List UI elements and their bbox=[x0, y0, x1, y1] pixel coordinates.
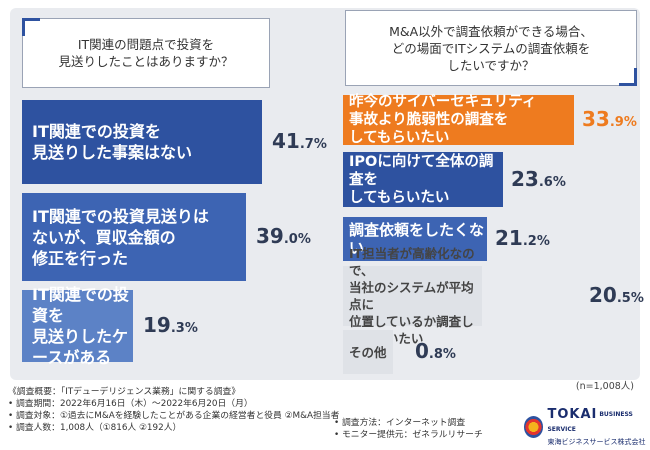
survey-method: • 調査方法：インターネット調査 • モニター提供元：ゼネラルリサーチ bbox=[334, 417, 483, 441]
bar: その他 bbox=[343, 330, 393, 374]
bar-label: 昨今のサイバーセキュリティ 事故より脆弱性の調査を してもらいたい bbox=[349, 94, 537, 146]
percent-label: 39.0% bbox=[256, 224, 311, 248]
bar: IT関連での投資を 見送りしたケースがある bbox=[22, 285, 133, 367]
bar: 調査依頼をしたくない bbox=[343, 217, 487, 261]
bar-label: IT関連での投資を 見送りしたケースがある bbox=[32, 285, 129, 367]
logo-mark-icon bbox=[524, 416, 544, 438]
logo-name: TOKAI bbox=[547, 407, 598, 422]
percent-decimal: .7% bbox=[299, 137, 327, 152]
sample-size-note: (n=1,008人) bbox=[575, 381, 634, 392]
percent-integer: 21 bbox=[495, 226, 523, 250]
percent-decimal: .6% bbox=[538, 174, 566, 190]
percent-label: 41.7% bbox=[272, 129, 327, 153]
right-question-text: M&A以外で調査依頼ができる場合、 どの場面でITシステムの調査依頼を したいで… bbox=[389, 23, 593, 73]
left-question-box: IT関連の問題点で投資を 見送りしたことはありますか？ bbox=[22, 18, 270, 88]
percent-integer: 39 bbox=[256, 224, 284, 248]
survey-method-text: • 調査方法：インターネット調査 bbox=[334, 418, 466, 428]
percent-label: 33.9% bbox=[582, 107, 637, 131]
bar: IT担当者が高齢化なので、 当社のシステムが平均点に 位置しているか調査してもら… bbox=[343, 246, 482, 346]
logo-tagline: BUSINESS SERVICE bbox=[547, 411, 633, 433]
logo-company: 東海ビジネスサービス株式会社 bbox=[547, 438, 646, 446]
survey-summary: 《調査概要：「ITデューデリジェンス業務」に関する調査》 • 調査期間：2022… bbox=[8, 386, 339, 434]
percent-decimal: .8% bbox=[428, 347, 456, 362]
percent-integer: 19 bbox=[143, 313, 171, 337]
percent-label: 19.3% bbox=[143, 313, 198, 337]
bar: IT関連での投資を 見送りした事案はない bbox=[22, 100, 262, 184]
bar: IPOに向けて全体の調査を してもらいたい bbox=[343, 152, 503, 207]
bar: IT関連での投資見送りは ないが、買収金額の 修正を行った bbox=[22, 193, 246, 281]
bar-label: IPOに向けて全体の調査を してもらいたい bbox=[349, 153, 494, 206]
survey-provider: • モニター提供元：ゼネラルリサーチ bbox=[334, 430, 483, 440]
percent-label: 23.6% bbox=[511, 167, 566, 191]
survey-target: • 調査対象：①過去にM&Aを経験したことがある企業の経営者と役員 ②M&A担当… bbox=[8, 411, 340, 421]
percent-integer: 20 bbox=[589, 283, 617, 307]
survey-period: • 調査期間：2022年6月16日（木）〜2022年6月20日（月） bbox=[8, 399, 253, 409]
percent-decimal: .2% bbox=[522, 234, 550, 249]
corner-accent bbox=[22, 18, 40, 36]
survey-count: • 調査人数：1,008人（①816人 ②192人） bbox=[8, 423, 182, 433]
percent-label: 21.2% bbox=[495, 226, 550, 250]
percent-label: 20.5% bbox=[589, 283, 644, 307]
percent-integer: 23 bbox=[511, 166, 539, 191]
percent-decimal: .5% bbox=[616, 291, 644, 306]
bar: 昨今のサイバーセキュリティ 事故より脆弱性の調査を してもらいたい bbox=[343, 94, 574, 146]
right-question-box: M&A以外で調査依頼ができる場合、 どの場面でITシステムの調査依頼を したいで… bbox=[345, 10, 637, 86]
left-question-text: IT関連の問題点で投資を 見送りしたことはありますか？ bbox=[58, 37, 234, 69]
bar-label: IT関連での投資を 見送りした事案はない bbox=[32, 122, 193, 162]
percent-integer: 41 bbox=[272, 129, 300, 153]
percent-decimal: .9% bbox=[609, 115, 637, 130]
survey-summary-title: 《調査概要：「ITデューデリジェンス業務」に関する調査》 bbox=[8, 387, 241, 397]
percent-decimal: .3% bbox=[170, 321, 198, 336]
percent-label: 0.8% bbox=[415, 339, 456, 363]
bar-label: 調査依頼をしたくない bbox=[349, 221, 485, 257]
bar-label: IT関連での投資見送りは ないが、買収金額の 修正を行った bbox=[32, 206, 209, 268]
bar-label: その他 bbox=[349, 344, 387, 360]
percent-decimal: .0% bbox=[283, 232, 311, 247]
corner-accent bbox=[619, 68, 637, 86]
company-logo: TOKAI BUSINESS SERVICE 東海ビジネスサービス株式会社 bbox=[524, 407, 650, 447]
percent-integer: 33 bbox=[582, 107, 610, 131]
percent-integer: 0 bbox=[415, 339, 429, 363]
